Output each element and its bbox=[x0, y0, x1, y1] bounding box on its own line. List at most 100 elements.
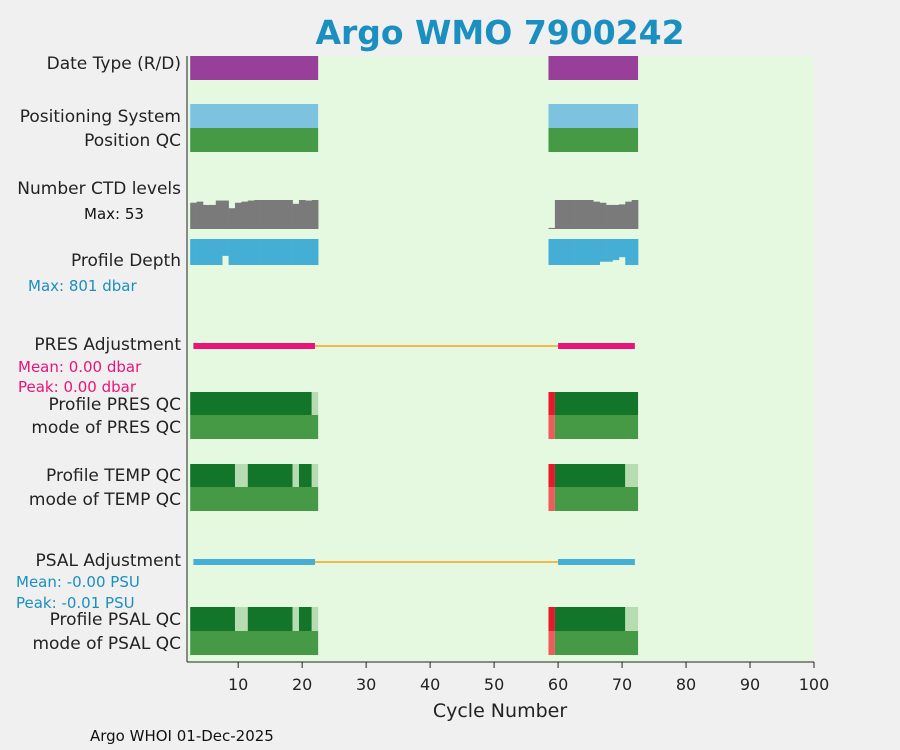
number-ctd-levels-bar-6 bbox=[209, 204, 217, 229]
positioning-system-segment-0 bbox=[190, 104, 319, 128]
row-label-pres-adjustment: PRES Adjustment bbox=[34, 335, 181, 355]
mode-of-psal-qc-segment-2 bbox=[554, 631, 639, 655]
x-tick-label-10: 10 bbox=[228, 675, 248, 694]
profile-pres-qc-segment-3 bbox=[554, 392, 639, 415]
profile-depth-bar-72 bbox=[631, 239, 639, 265]
profile-depth-bar-8 bbox=[222, 239, 229, 256]
number-ctd-levels-bar-9 bbox=[228, 208, 236, 229]
profile-depth-bar-60 bbox=[554, 239, 562, 265]
profile-temp-qc-segment-6 bbox=[548, 464, 555, 487]
number-ctd-levels-bar-22 bbox=[311, 200, 319, 229]
profile-psal-qc-segment-1 bbox=[234, 607, 248, 631]
number-ctd-levels-bar-19 bbox=[292, 203, 300, 229]
mode-of-temp-qc-segment-0 bbox=[190, 487, 319, 511]
chart-marks bbox=[190, 56, 639, 655]
row-label-positioning-system: Positioning System bbox=[20, 107, 181, 127]
profile-depth-bar-19 bbox=[292, 239, 300, 265]
profile-depth-bar-71 bbox=[625, 239, 632, 265]
number-ctd-levels-bar-12 bbox=[247, 200, 255, 229]
profile-depth-bar-61 bbox=[561, 239, 568, 265]
profile-depth-bar-67 bbox=[599, 239, 607, 262]
row-labels: Date Type (R/D) Positioning System Positio… bbox=[17, 54, 181, 654]
number-ctd-levels-bar-7 bbox=[215, 200, 223, 229]
row-annotations: Max: 53 Max: 801 dbar Mean: 0.00 dbar Peak:… bbox=[16, 205, 144, 612]
profile-psal-qc-segment-5 bbox=[311, 607, 319, 631]
mode-of-psal-qc-segment-0 bbox=[190, 631, 319, 655]
profile-depth-bar-4 bbox=[196, 239, 204, 265]
pres-adjustment-annotation-1: Peak: 0.00 dbar bbox=[18, 378, 137, 396]
x-tick-label-80: 80 bbox=[676, 675, 696, 694]
profile-psal-qc-segment-3 bbox=[292, 607, 299, 631]
profile-psal-qc-segment-4 bbox=[298, 607, 312, 631]
x-tick-label-70: 70 bbox=[612, 675, 632, 694]
number-ctd-levels-max-label: Max: 53 bbox=[84, 205, 144, 223]
profile-depth-bar-10 bbox=[234, 239, 242, 265]
profile-temp-qc-segment-4 bbox=[298, 464, 312, 487]
profile-psal-qc-segment-8 bbox=[625, 607, 639, 631]
positioning-system-segment-1 bbox=[548, 104, 639, 128]
profile-depth-bar-18 bbox=[286, 239, 293, 265]
row-mode-of-psal-qc bbox=[190, 631, 639, 655]
row-label-profile-depth: Profile Depth bbox=[71, 251, 181, 271]
date-type-r-d-segment-0 bbox=[190, 56, 319, 80]
number-ctd-levels-bar-71 bbox=[625, 201, 632, 229]
profile-depth-bar-59 bbox=[548, 239, 556, 265]
profile-depth-bar-22 bbox=[311, 239, 319, 265]
profile-depth-bar-9 bbox=[228, 239, 236, 265]
profile-temp-qc-segment-1 bbox=[234, 464, 248, 487]
profile-depth-bar-5 bbox=[202, 239, 210, 265]
row-label-mode-of-psal-qc: mode of PSAL QC bbox=[32, 634, 181, 654]
x-tick-label-60: 60 bbox=[548, 675, 568, 694]
profile-pres-qc-segment-0 bbox=[190, 392, 312, 415]
x-ticks: 10 20 30 40 50 60 70 80 90 100 bbox=[228, 662, 829, 694]
profile-temp-qc-segment-8 bbox=[625, 464, 639, 487]
mode-of-temp-qc-segment-2 bbox=[554, 487, 639, 511]
profile-psal-qc-segment-6 bbox=[548, 607, 555, 631]
profile-temp-qc-segment-3 bbox=[292, 464, 299, 487]
number-ctd-levels-bar-61 bbox=[561, 200, 568, 229]
number-ctd-levels-bar-18 bbox=[286, 200, 293, 229]
profile-temp-qc-segment-7 bbox=[554, 464, 626, 487]
mode-of-psal-qc-segment-1 bbox=[548, 631, 555, 655]
profile-depth-bar-62 bbox=[567, 239, 575, 265]
position-qc-segment-0 bbox=[190, 128, 319, 152]
number-ctd-levels-bar-16 bbox=[273, 200, 281, 229]
mode-of-pres-qc-segment-1 bbox=[548, 415, 555, 439]
number-ctd-levels-bar-60 bbox=[554, 200, 562, 229]
profile-depth-bar-17 bbox=[279, 239, 287, 265]
row-label-profile-psal-qc: Profile PSAL QC bbox=[50, 610, 181, 630]
date-type-r-d-segment-1 bbox=[548, 56, 639, 80]
row-label-profile-pres-qc: Profile PRES QC bbox=[48, 395, 181, 415]
profile-depth-bar-66 bbox=[593, 239, 600, 265]
profile-psal-qc-segment-2 bbox=[247, 607, 293, 631]
profile-depth-bar-14 bbox=[260, 239, 268, 265]
number-ctd-levels-bar-14 bbox=[260, 200, 268, 229]
row-profile-temp-qc bbox=[190, 464, 639, 487]
number-ctd-levels-bar-4 bbox=[196, 201, 204, 229]
row-positioning-system bbox=[190, 104, 639, 128]
number-ctd-levels-bar-17 bbox=[279, 200, 287, 229]
profile-psal-qc-segment-0 bbox=[190, 607, 235, 631]
profile-temp-qc-segment-5 bbox=[311, 464, 319, 487]
x-axis-label: Cycle Number bbox=[433, 700, 567, 722]
row-label-number-ctd-levels: Number CTD levels bbox=[17, 179, 181, 199]
number-ctd-levels-bar-69 bbox=[612, 204, 620, 229]
profile-depth-bar-7 bbox=[215, 239, 223, 265]
profile-psal-qc-segment-7 bbox=[554, 607, 626, 631]
number-ctd-levels-bar-66 bbox=[593, 201, 600, 229]
x-tick-label-90: 90 bbox=[740, 675, 760, 694]
profile-depth-bar-11 bbox=[241, 239, 249, 265]
row-label-profile-temp-qc: Profile TEMP QC bbox=[46, 466, 181, 486]
number-ctd-levels-bar-67 bbox=[599, 202, 607, 229]
row-mode-of-pres-qc bbox=[190, 415, 639, 439]
x-tick-label-20: 20 bbox=[292, 675, 312, 694]
number-ctd-levels-bar-62 bbox=[567, 200, 575, 229]
profile-depth-bar-16 bbox=[273, 239, 281, 265]
profile-depth-bar-69 bbox=[612, 239, 620, 261]
row-profile-pres-qc bbox=[190, 392, 639, 415]
profile-depth-max-label: Max: 801 dbar bbox=[28, 277, 137, 295]
profile-depth-bar-20 bbox=[298, 239, 306, 265]
x-tick-label-30: 30 bbox=[356, 675, 376, 694]
row-profile-psal-qc bbox=[190, 607, 639, 631]
